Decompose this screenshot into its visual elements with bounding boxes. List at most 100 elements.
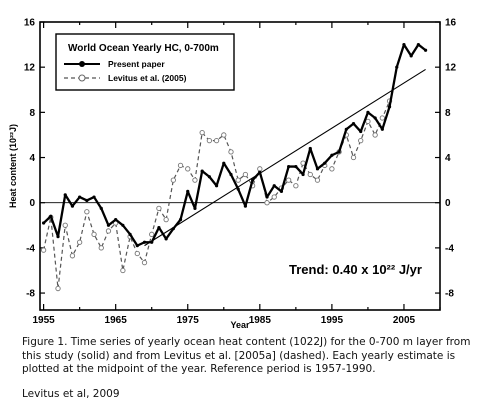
data-point-present-paper — [416, 42, 420, 47]
plot-frame — [39, 21, 441, 311]
legend-label-present-paper: Present paper — [108, 59, 165, 69]
data-point-levitus — [149, 231, 155, 237]
data-point-levitus — [314, 177, 321, 183]
data-point-levitus — [62, 222, 68, 228]
data-point-levitus — [221, 132, 227, 138]
data-point-present-paper — [193, 206, 197, 210]
data-point-present-paper — [366, 110, 370, 114]
y-tick-label-left: -4 — [26, 243, 35, 254]
data-point-present-paper — [164, 237, 168, 241]
axis-ticks: -8 -8 -4 -4 0 0 4 4 8 8 12 12 16 16 1955 1965 1975 1985 19… — [24, 18, 457, 327]
data-point-levitus — [213, 137, 220, 144]
data-point-present-paper — [337, 150, 341, 154]
x-tick-label: 1975 — [177, 315, 200, 326]
data-point-present-paper — [92, 195, 96, 199]
data-point-levitus — [257, 166, 263, 172]
data-point-present-paper — [56, 234, 60, 239]
data-point-levitus — [185, 166, 191, 172]
y-tick-label-right: 4 — [445, 153, 451, 164]
ocean-heat-chart: -8 -8 -4 -4 0 0 4 4 8 8 12 12 16 16 1955 1965 1975 1985 19… — [8, 18, 457, 331]
data-point-levitus — [141, 259, 148, 266]
x-tick-label: 1985 — [249, 315, 272, 326]
data-point-levitus — [120, 267, 126, 274]
data-point-levitus — [271, 194, 277, 200]
data-point-present-paper — [70, 204, 75, 208]
data-point-present-paper — [330, 153, 334, 157]
data-point-present-paper — [359, 129, 363, 134]
data-point-levitus — [307, 171, 313, 178]
series-line-present-paper — [42, 43, 427, 247]
data-point-present-paper — [128, 232, 132, 236]
data-point-levitus — [105, 228, 112, 234]
data-point-present-paper — [236, 187, 240, 191]
data-point-present-paper — [344, 127, 348, 131]
series-layer — [40, 42, 428, 292]
data-point-levitus — [69, 253, 76, 259]
data-point-present-paper — [301, 172, 305, 177]
data-point-present-paper — [178, 218, 183, 222]
data-point-levitus — [372, 132, 378, 138]
data-point-present-paper — [200, 169, 204, 173]
data-point-levitus — [365, 118, 371, 125]
y-tick-label-left: 4 — [29, 153, 35, 164]
legend-label-levitus: Levitus et al. (2005) — [108, 73, 187, 83]
data-point-present-paper — [222, 161, 226, 165]
data-point-levitus — [40, 247, 47, 253]
legend: World Ocean Yearly HC, 0-700m Present pa… — [55, 33, 235, 91]
data-point-levitus — [235, 177, 241, 183]
data-point-present-paper — [114, 218, 118, 222]
x-tick-label: 1995 — [321, 315, 344, 326]
series-line-levitus — [43, 100, 391, 289]
y-tick-label-right: -8 — [445, 289, 454, 300]
trend-line — [144, 68, 426, 247]
y-tick-label-right: 0 — [445, 198, 451, 209]
data-point-present-paper — [294, 164, 298, 169]
chart-title: World Ocean Yearly HC, 0-700m — [68, 43, 219, 54]
data-point-levitus — [358, 137, 364, 144]
data-point-levitus — [350, 154, 357, 161]
data-point-present-paper — [323, 161, 327, 165]
data-point-levitus — [55, 285, 61, 292]
y-tick-label-right: -4 — [445, 243, 454, 254]
data-point-present-paper — [395, 65, 399, 69]
x-tick-label: 1965 — [105, 315, 128, 326]
figure-caption: Figure 1. Time series of yearly ocean he… — [22, 336, 471, 375]
trend-line-layer — [144, 68, 426, 247]
data-point-levitus — [379, 115, 385, 121]
data-point-levitus — [199, 130, 205, 136]
data-point-levitus — [163, 216, 169, 223]
data-point-levitus — [98, 245, 104, 251]
data-point-levitus — [177, 162, 184, 169]
x-tick-label: 2005 — [393, 315, 416, 326]
data-point-levitus — [170, 177, 176, 183]
data-point-present-paper — [380, 127, 384, 131]
y-tick-label-left: 8 — [29, 108, 35, 119]
y-tick-label-left: 0 — [29, 198, 35, 209]
data-point-present-paper — [258, 170, 262, 174]
data-point-levitus — [285, 177, 292, 183]
trend-annotation: Trend: 0.40 x 10²² J/yr — [289, 262, 422, 277]
data-point-present-paper — [402, 42, 406, 47]
data-point-present-paper — [135, 244, 139, 248]
data-point-present-paper — [315, 167, 320, 171]
data-point-present-paper — [142, 240, 147, 244]
legend-dashed-marker — [78, 74, 86, 82]
data-point-present-paper — [351, 122, 356, 126]
y-tick-label-left: 16 — [24, 18, 36, 29]
data-point-present-paper — [214, 184, 219, 188]
data-point-levitus — [156, 205, 162, 212]
data-point-present-paper — [251, 178, 255, 182]
data-point-levitus — [264, 200, 270, 206]
data-point-levitus — [134, 250, 140, 257]
data-point-levitus — [242, 171, 249, 178]
data-point-present-paper — [243, 204, 248, 208]
data-point-present-paper — [287, 164, 291, 169]
data-point-present-paper — [121, 223, 125, 227]
data-point-present-paper — [171, 227, 175, 231]
data-point-levitus — [293, 183, 299, 189]
x-axis-label: Year — [230, 320, 250, 330]
data-point-present-paper — [279, 189, 284, 194]
data-point-levitus — [228, 149, 234, 155]
y-tick-label-left: -8 — [26, 289, 35, 300]
data-point-present-paper — [186, 189, 190, 194]
